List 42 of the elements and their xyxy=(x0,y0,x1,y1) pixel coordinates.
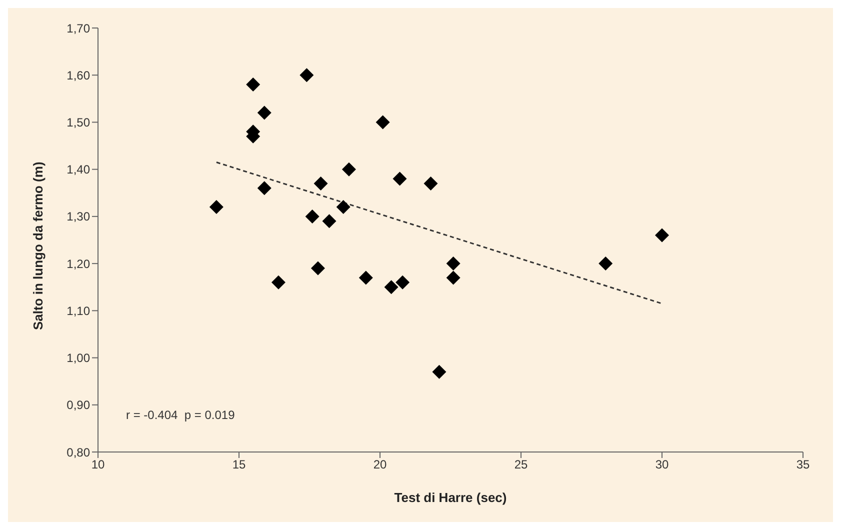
x-tick-label: 25 xyxy=(514,458,528,472)
x-tick-label: 20 xyxy=(373,458,387,472)
y-axis-title: Salto in lungo da fermo (m) xyxy=(30,162,46,330)
y-tick-label: 1,60 xyxy=(66,68,90,82)
point xyxy=(305,209,320,224)
y-tick-label: 1,00 xyxy=(66,351,90,366)
point xyxy=(424,176,438,190)
point xyxy=(376,115,390,130)
point xyxy=(655,228,669,242)
point xyxy=(358,270,373,285)
y-tick-label: 1,30 xyxy=(66,210,90,224)
point xyxy=(209,200,224,214)
point xyxy=(300,68,314,82)
point xyxy=(246,78,260,92)
point xyxy=(598,256,613,271)
y-tick-label: 1,20 xyxy=(66,256,90,271)
point xyxy=(322,214,336,228)
point xyxy=(257,106,272,120)
point xyxy=(257,181,272,196)
point xyxy=(271,275,286,290)
x-tick-label: 10 xyxy=(91,458,105,472)
point xyxy=(446,270,460,285)
point xyxy=(392,172,407,186)
y-tick-label: 1,10 xyxy=(66,304,90,318)
x-tick-label: 35 xyxy=(796,458,810,472)
x-tick-label: 30 xyxy=(655,458,669,472)
y-tick-label: 0,80 xyxy=(66,445,90,460)
y-tick-label: 1,50 xyxy=(66,115,90,130)
x-axis-title: Test di Harre (sec) xyxy=(394,490,507,505)
point xyxy=(396,275,410,290)
point xyxy=(432,364,446,379)
point xyxy=(310,261,325,276)
y-tick-label: 0,90 xyxy=(66,398,90,412)
point xyxy=(314,176,328,190)
point xyxy=(384,280,398,294)
annotation: r = -0.404 p = 0.019 xyxy=(126,408,235,422)
point xyxy=(342,162,356,176)
y-tick-label: 1,40 xyxy=(66,162,90,177)
x-tick-label: 15 xyxy=(232,458,246,472)
point xyxy=(446,256,460,271)
y-tick-label: 1,70 xyxy=(66,21,90,36)
point xyxy=(336,200,350,214)
